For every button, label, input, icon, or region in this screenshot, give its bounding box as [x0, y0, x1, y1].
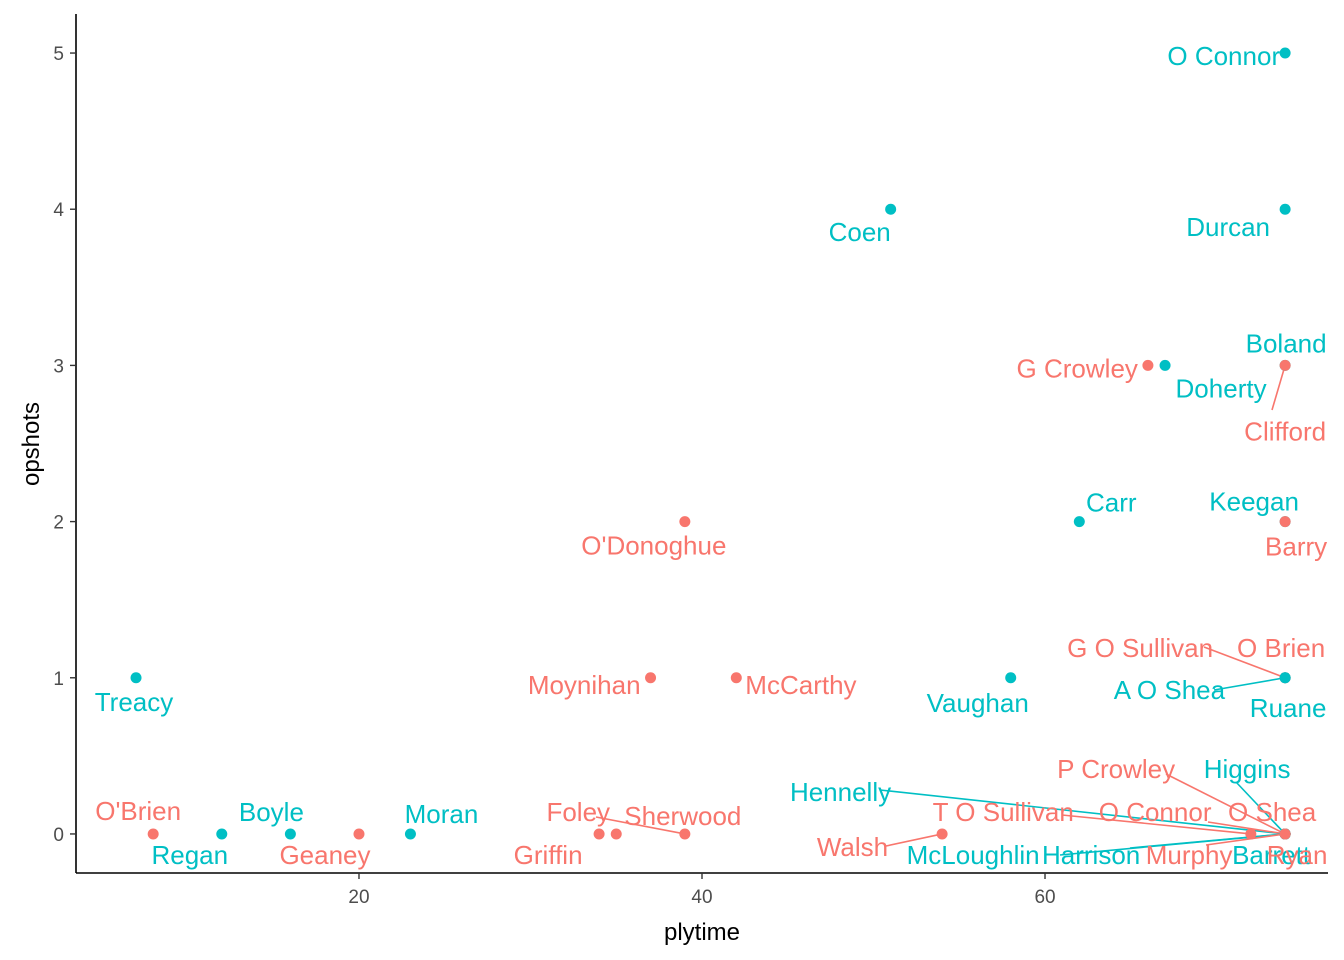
data-point: [404, 828, 416, 840]
point-label: Keegan: [1209, 487, 1299, 517]
point-label: Sherwood: [624, 801, 741, 831]
data-points: [130, 47, 1291, 840]
point-label: Doherty: [1176, 373, 1267, 403]
leader-line: [1207, 821, 1286, 835]
data-point: [1279, 359, 1291, 371]
data-point: [1279, 203, 1291, 215]
y-tick-label: 2: [53, 513, 64, 534]
point-label: Boyle: [239, 797, 304, 827]
point-label: Ryan: [1267, 840, 1328, 870]
point-label: McLoughlin: [907, 840, 1040, 870]
x-axis-title: plytime: [664, 919, 740, 946]
point-label: O Connor: [1167, 41, 1280, 71]
point-label: Moran: [405, 799, 479, 829]
point-label: G O Sullivan: [1067, 633, 1213, 663]
point-label: Murphy: [1146, 840, 1233, 870]
point-label: Barrett: [1232, 840, 1311, 870]
data-point: [284, 828, 296, 840]
data-point: [1073, 516, 1085, 528]
data-point: [610, 828, 622, 840]
leader-line: [1165, 773, 1286, 835]
x-tick-label: 60: [1034, 887, 1055, 908]
point-label: A O Shea: [1114, 675, 1226, 705]
data-point: [730, 672, 742, 684]
y-axis-ticks: 0 1 2 3 4 5: [53, 44, 76, 846]
data-point: [147, 828, 159, 840]
leader-line: [879, 789, 1286, 835]
data-point: [1142, 359, 1154, 371]
leader-line: [1235, 781, 1286, 835]
point-label: Carr: [1086, 488, 1137, 518]
x-tick-label: 40: [691, 887, 712, 908]
data-point: [1005, 672, 1017, 684]
point-label: Ruane: [1250, 693, 1327, 723]
data-point: [1279, 516, 1291, 528]
leader-line: [1213, 676, 1286, 691]
point-label: G Crowley: [1017, 353, 1138, 383]
leader-line: [885, 833, 943, 847]
point-label: Clifford: [1244, 416, 1326, 446]
data-point: [645, 672, 657, 684]
point-label: Harrison: [1042, 840, 1140, 870]
data-point: [353, 828, 365, 840]
point-label: Walsh: [817, 832, 888, 862]
data-point: [1159, 359, 1171, 371]
leader-line: [1203, 646, 1286, 679]
data-point: [1245, 828, 1257, 840]
y-tick-label: 5: [53, 44, 64, 65]
x-tick-label: 20: [348, 887, 369, 908]
point-label: O Shea: [1228, 797, 1317, 827]
point-label: P Crowley: [1057, 754, 1175, 784]
point-label: O'Brien: [95, 796, 181, 826]
point-label: Geaney: [279, 840, 370, 870]
y-tick-label: 1: [53, 669, 64, 690]
point-label: Vaughan: [927, 688, 1029, 718]
point-label: Higgins: [1204, 754, 1291, 784]
point-label: Foley: [546, 797, 610, 827]
point-label: Durcan: [1186, 212, 1270, 242]
x-axis-ticks: 20 40 60: [348, 873, 1056, 908]
data-point: [1279, 47, 1291, 59]
data-point: [679, 828, 691, 840]
point-label: McCarthy: [745, 670, 856, 700]
y-axis-title: opshots: [18, 402, 45, 486]
data-point: [216, 828, 228, 840]
point-label: O Connor: [1099, 797, 1212, 827]
data-point: [679, 516, 691, 528]
leader-line: [1205, 833, 1286, 846]
data-point: [1279, 672, 1291, 684]
leader-line: [595, 816, 685, 835]
y-tick-label: 0: [53, 825, 64, 846]
leader-line: [1271, 365, 1286, 411]
data-point: [885, 203, 897, 215]
data-point: [936, 828, 948, 840]
point-label: Barry: [1265, 532, 1327, 562]
point-label: O'Donoghue: [581, 531, 726, 561]
data-point: [1279, 828, 1291, 840]
point-label: T O Sullivan: [933, 797, 1074, 827]
point-label: Griffin: [514, 840, 583, 870]
point-label: Boland: [1246, 328, 1327, 358]
data-point: [593, 828, 605, 840]
leader-line: [1061, 814, 1251, 835]
point-label: O Brien: [1237, 633, 1325, 663]
point-label: Coen: [829, 217, 891, 247]
point-label: Treacy: [95, 687, 174, 717]
point-label: Hennelly: [790, 777, 891, 807]
y-tick-label: 4: [53, 200, 64, 221]
point-labels: O Connor Coen Durcan G Crowley Doherty Boland…: [95, 41, 1328, 870]
point-label: Moynihan: [528, 670, 641, 700]
leader-line: [1129, 833, 1286, 849]
data-point: [130, 672, 142, 684]
y-tick-label: 3: [53, 356, 64, 377]
point-label: Regan: [151, 840, 228, 870]
label-leader-lines: [595, 365, 1286, 856]
